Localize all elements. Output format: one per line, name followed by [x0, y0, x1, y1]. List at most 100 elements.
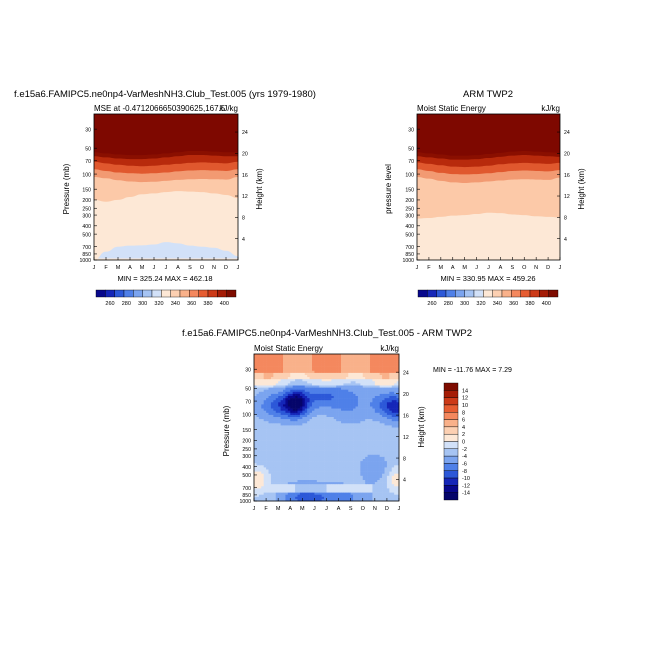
field-cell	[287, 435, 291, 439]
field-cell	[312, 358, 315, 361]
field-cell	[319, 414, 322, 418]
field-cell	[326, 423, 330, 426]
field-cell	[316, 482, 320, 485]
field-cell	[275, 438, 279, 441]
field-cell	[316, 362, 320, 365]
field-cell	[345, 360, 349, 363]
field-cell	[357, 412, 361, 416]
field-cell	[316, 438, 320, 441]
field-cell	[379, 488, 383, 491]
field-cell	[314, 362, 318, 365]
field-cell	[328, 498, 332, 502]
field-cell	[280, 486, 284, 489]
field-cell	[367, 477, 371, 481]
field-cell	[348, 406, 351, 409]
field-cell	[370, 421, 373, 424]
field-cell	[353, 396, 356, 399]
axis-mtick-label: J	[153, 265, 156, 271]
field-cell	[357, 421, 361, 424]
field-cell	[374, 484, 378, 487]
field-cell	[367, 427, 371, 430]
field-cell	[299, 450, 303, 453]
field-cell	[336, 362, 339, 365]
field-cell	[341, 402, 344, 405]
field-cell	[270, 452, 274, 456]
field-cell	[326, 383, 330, 386]
colorbar-swatch	[529, 289, 540, 298]
field-cell	[297, 423, 301, 426]
field-cell	[309, 473, 313, 477]
field-cell	[333, 408, 337, 411]
field-cell	[297, 375, 301, 378]
field-cell	[394, 423, 397, 426]
field-cell	[304, 356, 308, 359]
field-cell	[285, 452, 289, 456]
field-cell	[283, 385, 286, 388]
field-cell	[377, 362, 380, 365]
field-cell	[268, 473, 272, 477]
field-cell	[283, 398, 286, 401]
field-cell	[283, 429, 286, 432]
field-cell	[283, 488, 286, 491]
axis-mtick-label: J	[253, 506, 256, 512]
field-cell	[283, 435, 286, 439]
field-cell	[307, 356, 310, 359]
field-cell	[254, 484, 257, 487]
field-cell	[256, 490, 260, 493]
field-cell	[338, 387, 342, 390]
field-cell	[302, 429, 306, 432]
field-cell	[389, 488, 393, 491]
field-cell	[357, 368, 361, 372]
field-cell	[377, 482, 380, 485]
field-cell	[338, 480, 342, 483]
field-cell	[319, 482, 322, 485]
field-cell	[370, 362, 373, 365]
field-cell	[275, 414, 279, 418]
field-cell	[307, 387, 310, 390]
field-cell	[384, 438, 388, 441]
field-cell	[355, 370, 359, 374]
field-cell	[374, 364, 378, 367]
field-cell	[256, 364, 260, 367]
field-cell	[357, 393, 361, 397]
panel-diff-subtitle-right: kJ/kg	[380, 344, 399, 353]
field-cell	[273, 419, 277, 422]
field-cell	[266, 459, 269, 462]
field-cell	[331, 480, 335, 483]
field-cell	[266, 383, 269, 386]
field-cell	[355, 465, 359, 468]
field-cell	[377, 423, 380, 426]
field-cell	[258, 444, 262, 447]
field-cell	[370, 398, 373, 401]
field-cell	[343, 354, 347, 357]
field-cell	[391, 459, 395, 462]
field-cell	[254, 419, 257, 422]
field-cell	[341, 435, 344, 439]
field-cell	[295, 408, 298, 411]
field-cell	[258, 425, 262, 428]
field-cell	[302, 446, 306, 449]
field-cell	[382, 452, 385, 456]
field-cell	[319, 440, 322, 443]
field-cell	[348, 496, 351, 500]
field-cell	[304, 463, 308, 466]
field-cell	[328, 368, 332, 372]
field-cell	[321, 368, 325, 372]
field-cell	[341, 459, 344, 462]
field-cell	[297, 452, 301, 456]
field-cell	[372, 385, 376, 388]
field-cell	[353, 364, 356, 367]
field-cell	[353, 465, 356, 468]
field-cell	[266, 360, 269, 363]
field-cell	[299, 381, 303, 384]
field-cell	[326, 385, 330, 388]
field-cell	[350, 379, 354, 382]
field-cell	[391, 448, 395, 451]
field-cell	[365, 494, 368, 498]
field-cell	[360, 396, 364, 399]
field-cell	[396, 490, 400, 493]
field-cell	[348, 419, 351, 422]
colorbar-swatch	[548, 289, 559, 298]
field-cell	[384, 391, 388, 395]
field-cell	[324, 370, 327, 374]
